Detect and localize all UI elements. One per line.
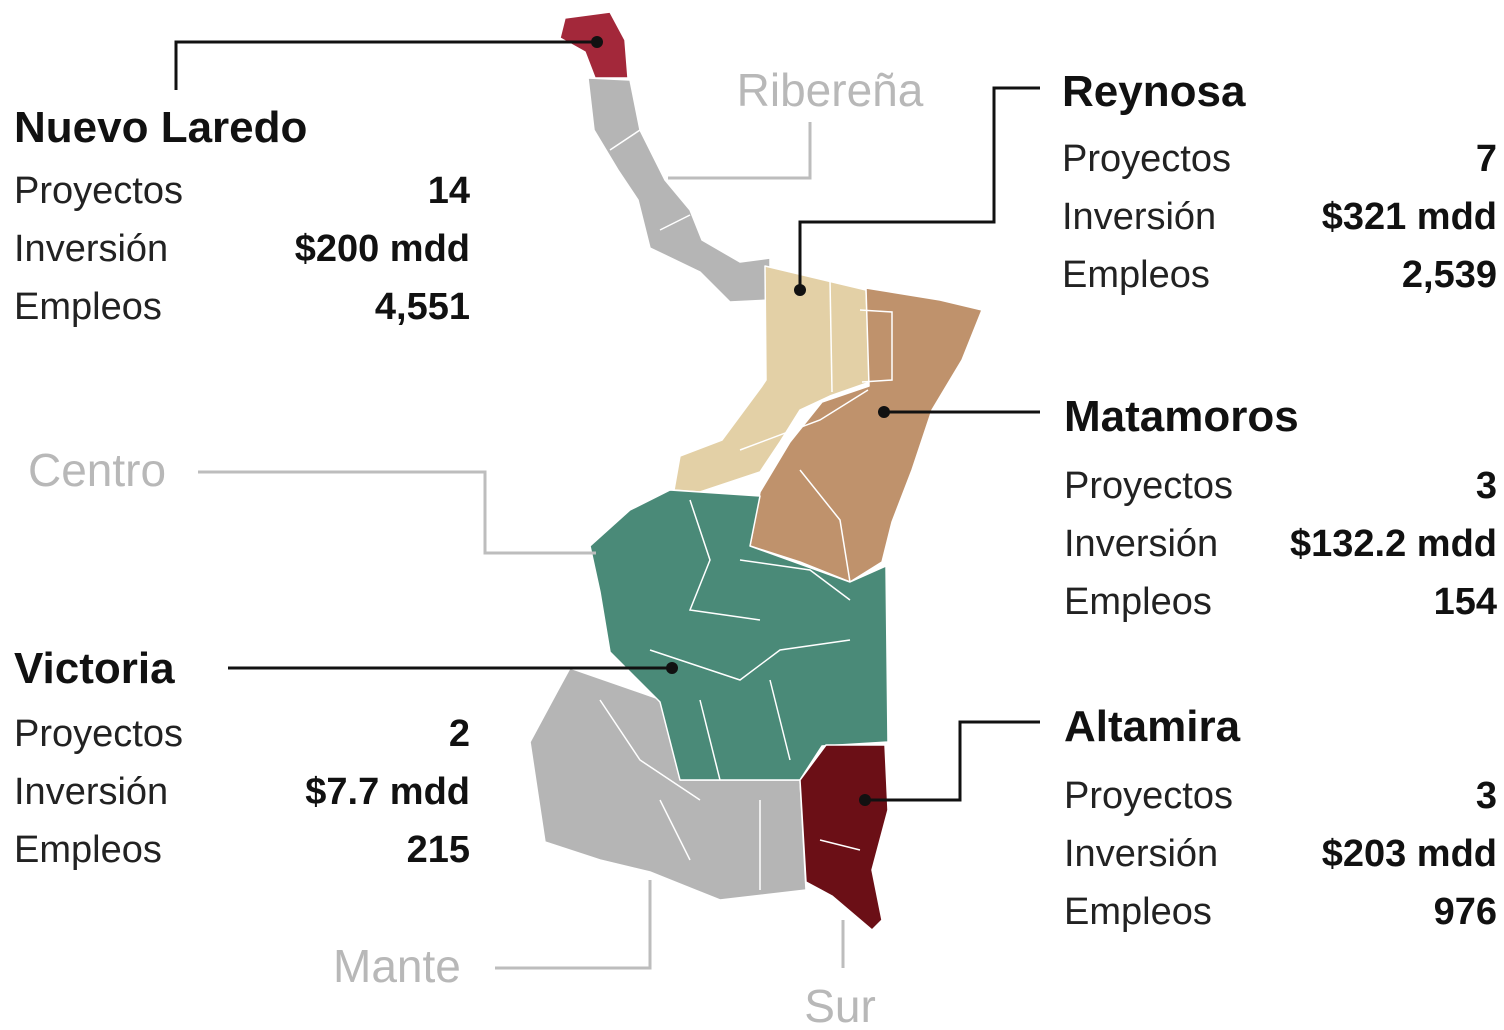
stat-value: 14 xyxy=(428,170,470,212)
stat-label: Empleos xyxy=(1064,581,1212,623)
reynosa-leader xyxy=(798,86,1040,290)
altamira-leader xyxy=(865,720,1040,802)
reynosa-region xyxy=(673,265,871,493)
stat-value: $200 mdd xyxy=(295,228,470,270)
stat-label: Proyectos xyxy=(1064,775,1233,817)
region-title: Nuevo Laredo xyxy=(14,103,307,152)
stat-label: Empleos xyxy=(14,286,162,328)
stat-value: 154 xyxy=(1434,581,1497,623)
stat-label: Proyectos xyxy=(14,713,183,755)
ribereña-leader xyxy=(668,122,812,180)
nuevo-laredo-leader xyxy=(174,40,597,90)
stat-value: $203 mdd xyxy=(1322,833,1497,875)
state-map xyxy=(529,11,983,931)
stat-label: Proyectos xyxy=(14,170,183,212)
stat-value: 2,539 xyxy=(1402,254,1497,296)
zone-label: Mante xyxy=(333,940,461,992)
zone-label: Ribereña xyxy=(737,64,924,116)
matamoros-region xyxy=(749,287,983,583)
region-title: Matamoros xyxy=(1064,392,1299,441)
labels: Nuevo Laredo Proyectos 14 Inversión $200 mdd… xyxy=(14,64,1497,1030)
stat-label: Empleos xyxy=(1062,254,1210,296)
stat-label: Empleos xyxy=(1064,891,1212,933)
municipal-borders xyxy=(599,129,893,890)
stat-label: Empleos xyxy=(14,829,162,871)
zone-label: Centro xyxy=(28,444,166,496)
stat-value: 976 xyxy=(1434,891,1497,933)
stat-label: Inversión xyxy=(14,228,168,270)
leader-lines xyxy=(174,36,1040,970)
mante-leader xyxy=(495,880,652,970)
leader-dots xyxy=(591,36,890,806)
stat-label: Inversión xyxy=(1062,196,1216,238)
stat-label: Inversión xyxy=(1064,833,1218,875)
stat-value: $132.2 mdd xyxy=(1290,523,1497,565)
stat-value: 2 xyxy=(449,713,470,755)
stat-value: $7.7 mdd xyxy=(305,771,470,813)
centro-leader xyxy=(198,470,596,555)
region-title: Victoria xyxy=(14,644,175,693)
stat-value: 215 xyxy=(407,829,470,871)
stat-value: 3 xyxy=(1476,465,1497,507)
stat-value: 3 xyxy=(1476,775,1497,817)
stat-label: Inversión xyxy=(1064,523,1218,565)
stat-value: 4,551 xyxy=(375,286,470,328)
stat-label: Proyectos xyxy=(1062,138,1231,180)
region-title: Altamira xyxy=(1064,702,1241,751)
region-title: Reynosa xyxy=(1062,67,1246,116)
stat-value: 7 xyxy=(1476,138,1497,180)
stat-value: $321 mdd xyxy=(1322,196,1497,238)
zone-label: Sur xyxy=(804,980,876,1030)
altamira-region xyxy=(799,744,889,931)
stat-label: Proyectos xyxy=(1064,465,1233,507)
stat-label: Inversión xyxy=(14,771,168,813)
